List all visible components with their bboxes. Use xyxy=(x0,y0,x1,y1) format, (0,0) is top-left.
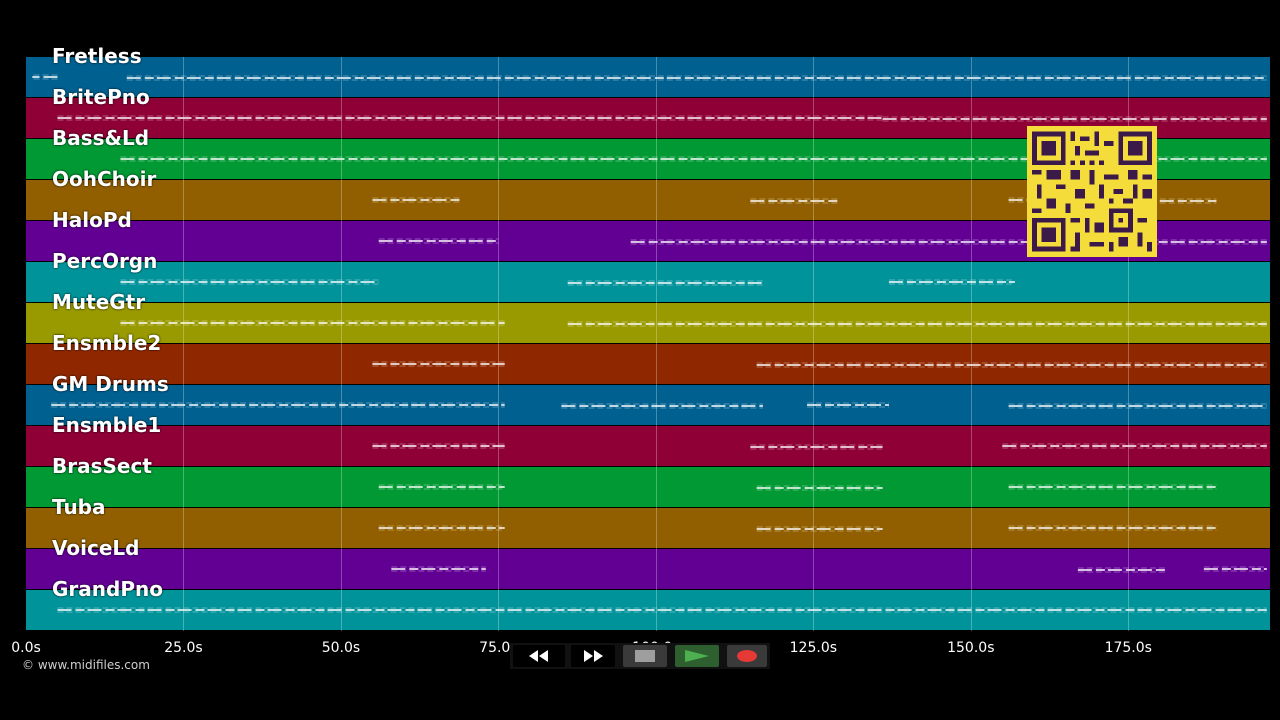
stop-button[interactable] xyxy=(623,645,667,667)
time-tick-label: 175.0s xyxy=(1104,640,1152,656)
grid-line xyxy=(655,57,657,631)
rewind-button[interactable] xyxy=(513,645,565,667)
time-tick-label: 50.0s xyxy=(321,640,361,656)
grid-line xyxy=(1128,57,1130,631)
record-icon xyxy=(737,650,757,662)
track-lane xyxy=(26,549,1270,590)
play-button[interactable] xyxy=(675,645,719,667)
stop-icon xyxy=(635,650,655,662)
rewind-icon xyxy=(529,650,548,662)
qr-code-image xyxy=(1032,131,1152,252)
time-tick-label: 125.0s xyxy=(789,640,838,656)
time-tick-label: 25.0s xyxy=(164,640,203,656)
record-button[interactable] xyxy=(727,645,767,667)
track-lane xyxy=(26,344,1270,385)
copyright-text: © www.midifiles.com xyxy=(22,658,150,672)
grid-line xyxy=(813,57,815,631)
time-tick-label: 0.0s xyxy=(11,640,41,656)
time-tick-label: 75.0s xyxy=(479,640,518,656)
grid-line xyxy=(183,57,185,631)
time-tick-label: 150.0s xyxy=(947,640,995,656)
qr-code xyxy=(1027,126,1157,257)
grid-line xyxy=(970,57,972,631)
grid-line xyxy=(340,57,342,631)
transport-controls xyxy=(510,643,770,669)
grid-line xyxy=(498,57,500,631)
fast-forward-icon xyxy=(584,650,603,662)
play-icon xyxy=(685,650,709,662)
fast-forward-button[interactable] xyxy=(571,645,615,667)
